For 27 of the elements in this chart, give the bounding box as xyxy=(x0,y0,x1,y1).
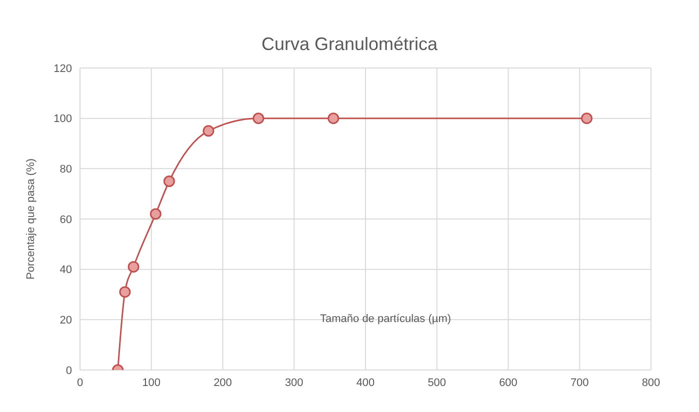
x-tick-label: 300 xyxy=(284,376,304,389)
point xyxy=(119,286,131,298)
y-tick-label: 0 xyxy=(66,364,72,377)
x-tick-label: 0 xyxy=(76,376,84,389)
y-tick-label: 120 xyxy=(54,62,72,75)
point xyxy=(328,112,340,124)
x-tick-label: 200 xyxy=(214,376,232,389)
point xyxy=(202,125,214,137)
x-axis-title: Tamaño de partículas (µm) xyxy=(320,313,452,325)
x-tick-label: 100 xyxy=(142,376,161,389)
x-tick-label: 500 xyxy=(428,376,446,389)
point xyxy=(163,176,175,187)
y-axis-title: Porcentaje que pasa (%) xyxy=(24,158,37,280)
chart-title: Curva Granulométrica xyxy=(260,33,439,56)
point xyxy=(252,112,264,124)
y-tick-label: 40 xyxy=(60,264,72,276)
y-tick-label: 80 xyxy=(60,164,72,176)
y-tick-label: 60 xyxy=(60,214,72,226)
x-tick-label: 700 xyxy=(570,376,589,389)
point xyxy=(150,208,162,220)
point xyxy=(128,261,140,273)
x-tick-label: 800 xyxy=(642,376,660,389)
y-tick-label: 100 xyxy=(54,113,72,126)
point xyxy=(581,112,593,124)
y-tick-label: 20 xyxy=(60,314,72,327)
x-tick-label: 600 xyxy=(499,376,518,389)
x-tick-label: 400 xyxy=(356,376,375,389)
